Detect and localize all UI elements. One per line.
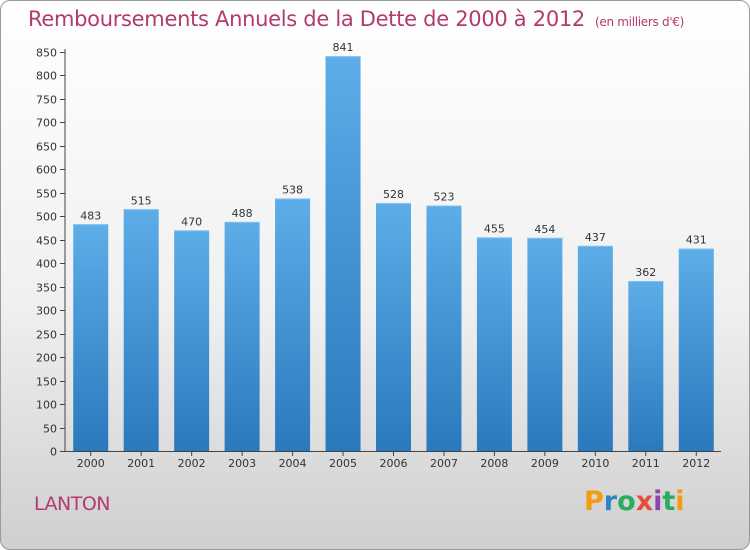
chart-subtitle: (en milliers d'€) bbox=[595, 15, 685, 29]
data-label-2012: 431 bbox=[686, 234, 707, 247]
y-tick-label: 850 bbox=[36, 47, 57, 60]
bar-2006 bbox=[376, 203, 411, 451]
bar-2004 bbox=[275, 198, 311, 451]
x-tick-label-2004: 2004 bbox=[279, 457, 307, 470]
y-tick-label: 150 bbox=[36, 376, 57, 389]
bar-2011 bbox=[628, 281, 664, 451]
x-tick-label-2008: 2008 bbox=[480, 457, 508, 470]
bars bbox=[73, 56, 714, 452]
logo-letter: t bbox=[662, 486, 676, 517]
x-tick-label-2007: 2007 bbox=[430, 457, 458, 470]
y-tick-label: 400 bbox=[36, 258, 57, 271]
data-label-2001: 515 bbox=[131, 194, 152, 207]
chart-title-main: Remboursements Annuels de la Dette de 20… bbox=[28, 7, 585, 31]
x-axis: 2000 2001 2002 2003 2004 2005 2006 2007 2008 2009… bbox=[65, 451, 721, 470]
logo-letter: i bbox=[675, 486, 685, 517]
x-tick-label-2009: 2009 bbox=[531, 457, 559, 470]
y-tick-label: 650 bbox=[36, 141, 57, 154]
bar-2007 bbox=[426, 205, 462, 451]
data-label-2004: 538 bbox=[282, 183, 303, 196]
logo-letter: P bbox=[584, 486, 604, 517]
data-label-2000: 483 bbox=[80, 209, 101, 222]
y-tick-label: 350 bbox=[36, 282, 57, 295]
y-axis: 0 50 100 150 200 250 300 350 400 450 500 550 600 650 7… bbox=[36, 47, 66, 459]
data-label-2003: 488 bbox=[232, 207, 253, 220]
x-tick-label-2003: 2003 bbox=[228, 457, 256, 470]
data-label-2011: 362 bbox=[635, 266, 656, 279]
y-tick-label: 700 bbox=[36, 117, 57, 130]
logo-letter: i bbox=[653, 486, 663, 517]
y-tick-label: 550 bbox=[36, 188, 57, 201]
y-tick-label: 100 bbox=[36, 399, 57, 412]
y-tick-label: 0 bbox=[50, 446, 57, 459]
y-tick-label: 600 bbox=[36, 164, 57, 177]
x-tick-label-2011: 2011 bbox=[632, 457, 660, 470]
bar-2001 bbox=[123, 209, 159, 451]
x-tick-label-2010: 2010 bbox=[581, 457, 609, 470]
y-tick-label: 800 bbox=[36, 70, 57, 83]
data-label-2006: 528 bbox=[383, 188, 404, 201]
bar-2012 bbox=[678, 248, 714, 451]
data-labels: 483 515 470 488 538 841 528 523 455 454 437 362 431 bbox=[80, 41, 707, 279]
place-name: LANTON bbox=[34, 493, 111, 515]
y-tick-label: 300 bbox=[36, 305, 57, 318]
y-tick-label: 200 bbox=[36, 352, 57, 365]
data-label-2009: 454 bbox=[534, 223, 555, 236]
x-tick-label-2002: 2002 bbox=[178, 457, 206, 470]
y-tick-label: 250 bbox=[36, 329, 57, 342]
y-tick-label: 450 bbox=[36, 235, 57, 248]
x-tick-label-2000: 2000 bbox=[77, 457, 105, 470]
y-tick-label: 50 bbox=[43, 423, 57, 436]
bar-2002 bbox=[174, 230, 210, 451]
data-label-2007: 523 bbox=[433, 190, 454, 203]
x-tick-label-2006: 2006 bbox=[380, 457, 408, 470]
logo-letter: o bbox=[617, 486, 636, 517]
data-label-2010: 437 bbox=[585, 231, 606, 244]
y-tick-label: 500 bbox=[36, 211, 57, 224]
bar-2009 bbox=[527, 237, 563, 451]
x-tick-label-2012: 2012 bbox=[682, 457, 710, 470]
bar-2008 bbox=[476, 237, 512, 451]
bar-2000 bbox=[73, 224, 109, 451]
bar-2010 bbox=[577, 245, 613, 451]
data-label-2002: 470 bbox=[181, 215, 202, 228]
bar-2003 bbox=[224, 221, 260, 451]
x-tick-label-2005: 2005 bbox=[329, 457, 357, 470]
y-tick-label: 750 bbox=[36, 94, 57, 107]
data-label-2008: 455 bbox=[484, 222, 505, 235]
bar-2005 bbox=[325, 56, 361, 452]
logo-letter: x bbox=[635, 486, 654, 517]
logo-letter: r bbox=[603, 486, 618, 517]
data-label-2005: 841 bbox=[333, 41, 354, 54]
chart-title: Remboursements Annuels de la Dette de 20… bbox=[28, 7, 684, 31]
proxiti-logo[interactable]: Proxiti bbox=[584, 486, 685, 517]
x-tick-label-2001: 2001 bbox=[127, 457, 155, 470]
